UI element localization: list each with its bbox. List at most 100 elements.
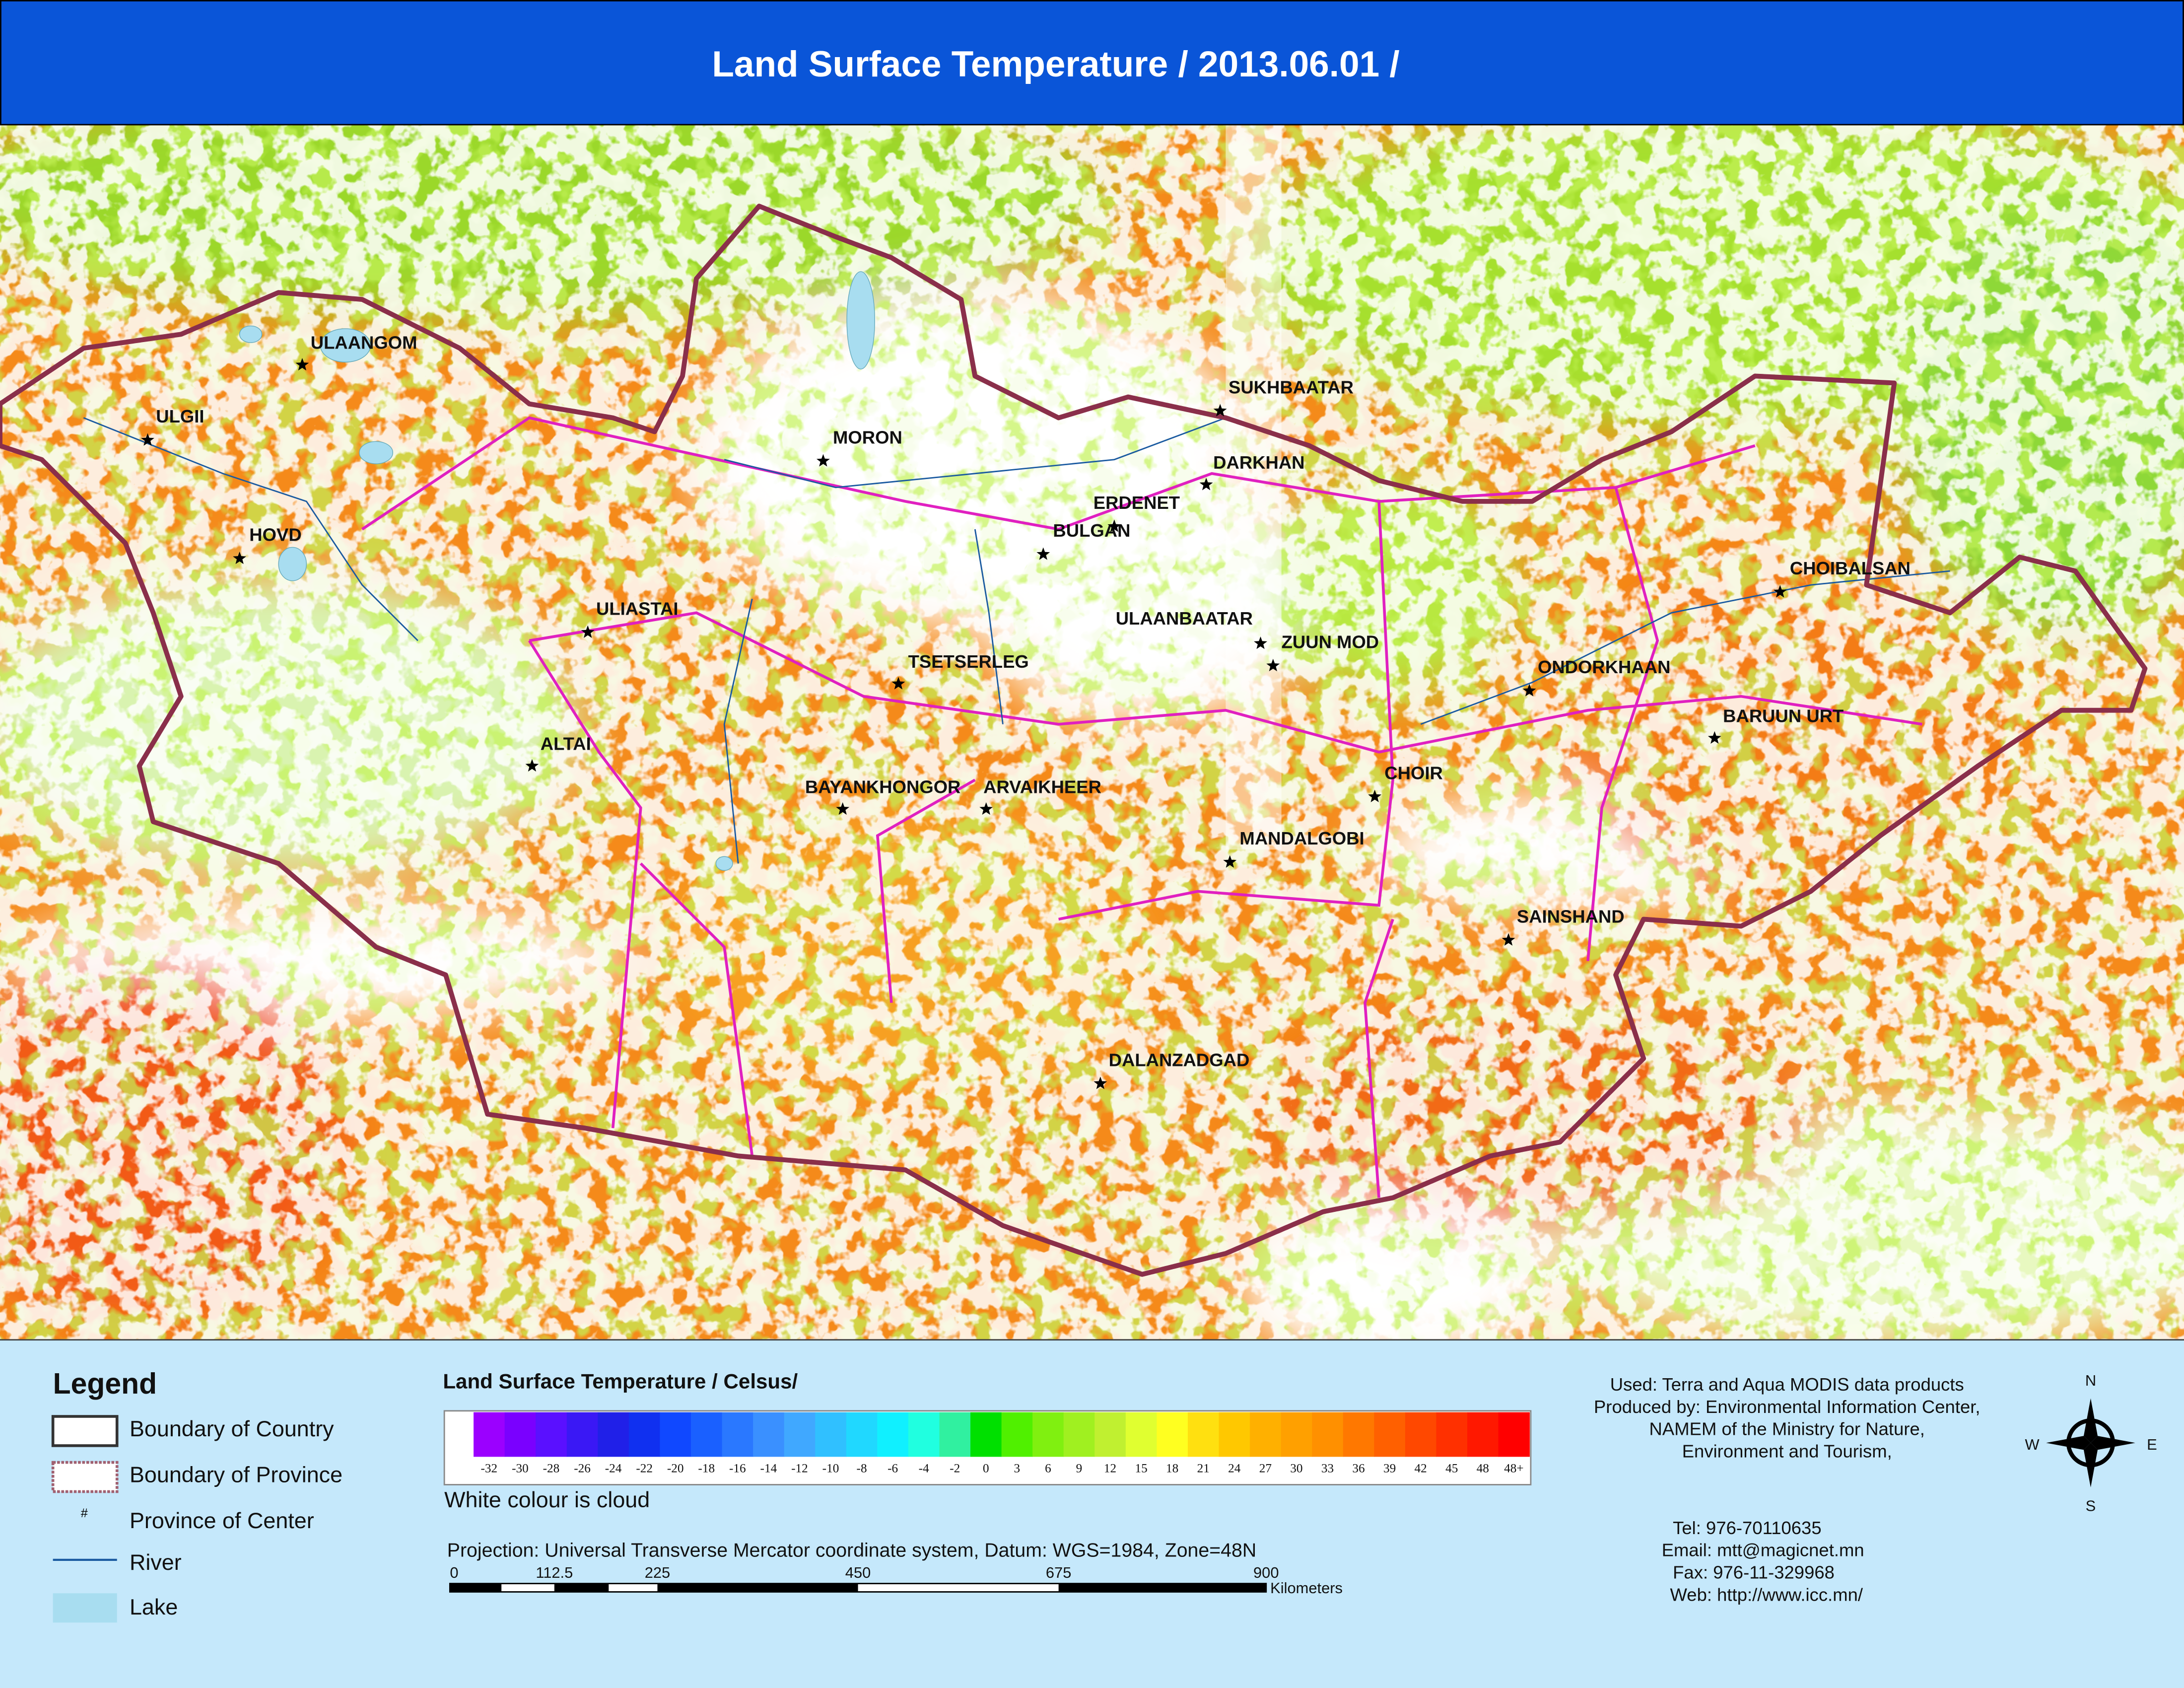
city-marker xyxy=(979,802,993,815)
projection: Projection: Universal Transverse Mercato… xyxy=(447,1539,1256,1561)
colorbar-label: -20 xyxy=(667,1461,684,1475)
color-swatch xyxy=(1374,1412,1406,1457)
contact-line: Tel: 976-70110635 xyxy=(1673,1518,1821,1538)
legend: Boundary of Country Boundary of Province #… xyxy=(51,1415,342,1623)
legend-label: Province of Center xyxy=(130,1508,314,1533)
cities: ULAANGOM ULGII HOVD ULIASTAI ALTAI MORON TSETS… xyxy=(140,333,1911,1089)
scale-unit: Kilometers xyxy=(1270,1579,1343,1597)
city-marker xyxy=(1254,636,1268,649)
city-label: ZUUN MOD xyxy=(1282,632,1379,652)
city-marker xyxy=(295,357,309,371)
lakes xyxy=(239,271,875,871)
color-swatch xyxy=(784,1412,816,1457)
color-swatch xyxy=(1157,1412,1188,1457)
color-swatch xyxy=(1250,1412,1282,1457)
color-swatch xyxy=(970,1412,1002,1457)
color-swatch xyxy=(628,1412,661,1457)
colorbar-label: 42 xyxy=(1415,1461,1427,1475)
scale-bar-segment xyxy=(450,1583,502,1592)
colorbar-label: -32 xyxy=(481,1461,498,1475)
colorbar-title: Land Surface Temperature / Celsus/ xyxy=(443,1370,798,1393)
contact-line: Fax: 976-11-329968 xyxy=(1673,1562,1835,1583)
color-swatch xyxy=(1032,1412,1064,1457)
color-swatch xyxy=(1187,1412,1220,1457)
city-marker xyxy=(1368,789,1382,802)
city-label: CHOIR xyxy=(1384,763,1443,783)
compass-letter: W xyxy=(2025,1436,2040,1453)
scale-label: 225 xyxy=(645,1564,671,1581)
color-swatch xyxy=(1467,1412,1499,1457)
footer-panel xyxy=(0,1339,2184,1688)
color-swatch xyxy=(1063,1412,1095,1457)
city-label: ULIASTAI xyxy=(596,598,678,619)
legend-label: River xyxy=(130,1549,182,1575)
compass: N S W E xyxy=(2025,1372,2157,1514)
scale-label: 675 xyxy=(1046,1564,1072,1581)
city-marker xyxy=(1213,404,1227,417)
legend-title: Legend xyxy=(53,1368,157,1400)
color-swatch xyxy=(474,1412,505,1457)
compass-letter: N xyxy=(2085,1372,2096,1389)
legend-label: Boundary of Province xyxy=(130,1462,342,1487)
colorbar-label: 12 xyxy=(1104,1461,1116,1475)
city-marker xyxy=(1107,519,1121,532)
city-label: DALANZADGAD xyxy=(1109,1050,1250,1070)
credit-line: Environment and Tourism, xyxy=(1682,1441,1892,1462)
city-label: ULAANBAATAR xyxy=(1116,608,1253,629)
compass-letter: S xyxy=(2086,1497,2096,1514)
colorbar-label: -8 xyxy=(857,1461,867,1475)
city-label: HOVD xyxy=(249,525,301,545)
title: Land Surface Temperature / 2013.06.01 / xyxy=(712,44,1399,84)
country-boundary xyxy=(0,204,2148,1277)
colorbar-label: 27 xyxy=(1259,1461,1272,1475)
colorbar-label: -6 xyxy=(887,1461,898,1475)
contact-line: Email: mtt@magicnet.mn xyxy=(1662,1540,1864,1560)
credits: Used: Terra and Aqua MODIS data products… xyxy=(1594,1374,1980,1605)
city-marker xyxy=(1773,585,1787,598)
province-boundaries xyxy=(361,416,1922,1198)
colorbar-label: -4 xyxy=(919,1461,929,1475)
city-label: ULGII xyxy=(156,406,204,426)
color-swatch xyxy=(1001,1412,1033,1457)
city-marker xyxy=(233,551,247,564)
legend-symbol xyxy=(53,1593,117,1623)
city-label: ONDORKHAAN xyxy=(1538,657,1670,677)
colorbar-label: 21 xyxy=(1197,1461,1210,1475)
legend-symbol xyxy=(51,1415,119,1447)
city-marker xyxy=(1707,731,1721,744)
city-marker xyxy=(140,433,154,446)
city-label: SAINSHAND xyxy=(1517,906,1625,926)
contact-line: Web: http://www.icc.mn/ xyxy=(1670,1584,1863,1605)
city-marker xyxy=(891,677,905,690)
color-swatch xyxy=(1281,1412,1313,1457)
scale-bar-segment xyxy=(554,1583,609,1592)
color-swatch xyxy=(598,1412,629,1457)
colorbar-label: -2 xyxy=(950,1461,960,1475)
city-label: ALTAI xyxy=(541,733,591,754)
colorbar-label: 30 xyxy=(1290,1461,1302,1475)
credit-line: Used: Terra and Aqua MODIS data products xyxy=(1610,1374,1964,1395)
color-swatch xyxy=(908,1412,940,1457)
city-marker xyxy=(816,454,830,467)
city-label: BARUUN URT xyxy=(1723,705,1843,726)
color-swatch xyxy=(722,1412,753,1457)
colorbar-label: 15 xyxy=(1135,1461,1147,1475)
city-marker xyxy=(1036,547,1050,560)
color-swatch xyxy=(1094,1412,1126,1457)
color-swatch xyxy=(691,1412,723,1457)
colorbar-label: -22 xyxy=(636,1461,653,1475)
city-marker xyxy=(1266,658,1280,672)
colorbar-label: 33 xyxy=(1321,1461,1334,1475)
city-label: BAYANKHONGOR xyxy=(805,776,960,797)
city-label: SUKHBAATAR xyxy=(1228,377,1354,397)
cloud-note: White colour is cloud xyxy=(444,1487,650,1512)
credit-line: Produced by: Environmental Information C… xyxy=(1594,1397,1980,1417)
scale-label: 900 xyxy=(1253,1564,1279,1581)
city-label: BULGAN xyxy=(1053,520,1130,541)
legend-label: Boundary of Country xyxy=(130,1416,334,1441)
rivers xyxy=(83,417,1950,864)
scale-label: 450 xyxy=(845,1564,871,1581)
color-swatch xyxy=(504,1412,537,1457)
